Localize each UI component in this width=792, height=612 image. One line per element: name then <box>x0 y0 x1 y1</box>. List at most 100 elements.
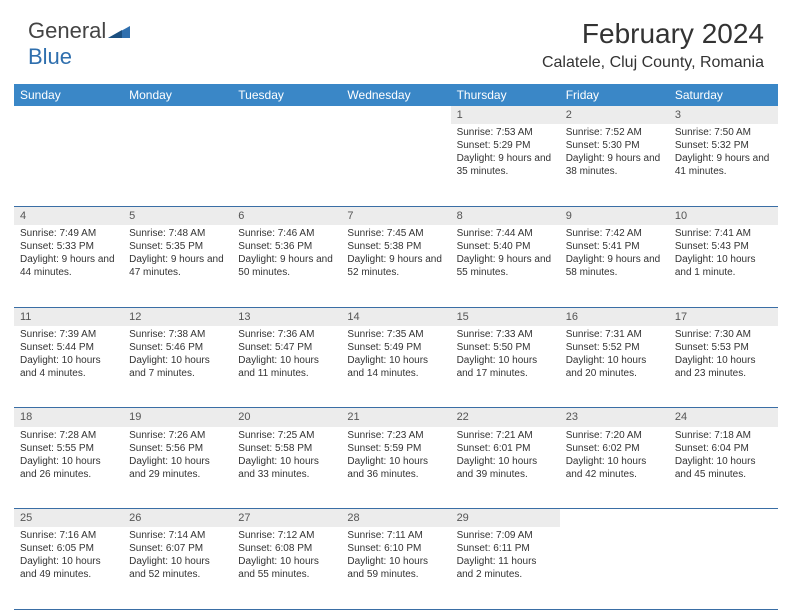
cell-content: Sunrise: 7:36 AMSunset: 5:47 PMDaylight:… <box>232 326 341 384</box>
day-cell: Sunrise: 7:49 AMSunset: 5:33 PMDaylight:… <box>14 225 123 307</box>
cell-line: Daylight: 10 hours and 55 minutes. <box>238 555 335 581</box>
cell-line: Daylight: 10 hours and 59 minutes. <box>347 555 444 581</box>
day-header: Thursday <box>451 84 560 106</box>
cell-line: Sunset: 5:33 PM <box>20 240 117 253</box>
day-cell: Sunrise: 7:23 AMSunset: 5:59 PMDaylight:… <box>341 427 450 509</box>
cell-line: Sunrise: 7:31 AM <box>566 328 663 341</box>
cell-line: Sunset: 5:55 PM <box>20 442 117 455</box>
cell-line: Sunset: 5:47 PM <box>238 341 335 354</box>
cell-line: Sunset: 6:05 PM <box>20 542 117 555</box>
day-cell: Sunrise: 7:53 AMSunset: 5:29 PMDaylight:… <box>451 124 560 206</box>
cell-line: Daylight: 10 hours and 36 minutes. <box>347 455 444 481</box>
day-number <box>341 106 450 124</box>
day-cell: Sunrise: 7:18 AMSunset: 6:04 PMDaylight:… <box>669 427 778 509</box>
cell-line: Daylight: 9 hours and 41 minutes. <box>675 152 772 178</box>
day-number: 26 <box>123 509 232 528</box>
cell-line: Sunset: 5:35 PM <box>129 240 226 253</box>
cell-line: Sunrise: 7:53 AM <box>457 126 554 139</box>
day-cell: Sunrise: 7:35 AMSunset: 5:49 PMDaylight:… <box>341 326 450 408</box>
day-number: 12 <box>123 307 232 326</box>
day-cell: Sunrise: 7:42 AMSunset: 5:41 PMDaylight:… <box>560 225 669 307</box>
cell-line: Sunrise: 7:28 AM <box>20 429 117 442</box>
day-cell: Sunrise: 7:41 AMSunset: 5:43 PMDaylight:… <box>669 225 778 307</box>
cell-line: Sunset: 6:08 PM <box>238 542 335 555</box>
cell-line: Sunset: 5:44 PM <box>20 341 117 354</box>
day-number: 19 <box>123 408 232 427</box>
cell-line: Sunset: 5:53 PM <box>675 341 772 354</box>
day-number: 23 <box>560 408 669 427</box>
cell-line: Sunset: 5:30 PM <box>566 139 663 152</box>
cell-line: Daylight: 10 hours and 7 minutes. <box>129 354 226 380</box>
day-cell: Sunrise: 7:20 AMSunset: 6:02 PMDaylight:… <box>560 427 669 509</box>
day-number-row: 11121314151617 <box>14 307 778 326</box>
day-number: 4 <box>14 206 123 225</box>
cell-content: Sunrise: 7:18 AMSunset: 6:04 PMDaylight:… <box>669 427 778 485</box>
cell-content: Sunrise: 7:49 AMSunset: 5:33 PMDaylight:… <box>14 225 123 283</box>
cell-line: Daylight: 10 hours and 26 minutes. <box>20 455 117 481</box>
cell-line: Sunset: 5:59 PM <box>347 442 444 455</box>
day-number-row: 2526272829 <box>14 509 778 528</box>
cell-line: Sunset: 6:11 PM <box>457 542 554 555</box>
cell-line: Sunset: 5:50 PM <box>457 341 554 354</box>
cell-content: Sunrise: 7:53 AMSunset: 5:29 PMDaylight:… <box>451 124 560 182</box>
logo-general: General <box>28 18 106 43</box>
cell-content: Sunrise: 7:52 AMSunset: 5:30 PMDaylight:… <box>560 124 669 182</box>
cell-line: Sunset: 5:58 PM <box>238 442 335 455</box>
cell-line: Sunset: 6:07 PM <box>129 542 226 555</box>
cell-content: Sunrise: 7:23 AMSunset: 5:59 PMDaylight:… <box>341 427 450 485</box>
day-number: 18 <box>14 408 123 427</box>
cell-content: Sunrise: 7:31 AMSunset: 5:52 PMDaylight:… <box>560 326 669 384</box>
day-cell <box>232 124 341 206</box>
day-header: Sunday <box>14 84 123 106</box>
logo-text: GeneralBlue <box>28 18 130 70</box>
cell-line: Sunrise: 7:09 AM <box>457 529 554 542</box>
cell-content: Sunrise: 7:48 AMSunset: 5:35 PMDaylight:… <box>123 225 232 283</box>
day-number-row: 18192021222324 <box>14 408 778 427</box>
cell-line: Sunrise: 7:36 AM <box>238 328 335 341</box>
day-cell <box>123 124 232 206</box>
cell-line: Sunrise: 7:46 AM <box>238 227 335 240</box>
day-content-row: Sunrise: 7:28 AMSunset: 5:55 PMDaylight:… <box>14 427 778 509</box>
day-number <box>669 509 778 528</box>
cell-line: Daylight: 10 hours and 14 minutes. <box>347 354 444 380</box>
cell-line: Sunrise: 7:41 AM <box>675 227 772 240</box>
day-number-row: 123 <box>14 106 778 124</box>
day-number: 15 <box>451 307 560 326</box>
cell-content: Sunrise: 7:38 AMSunset: 5:46 PMDaylight:… <box>123 326 232 384</box>
cell-line: Sunrise: 7:44 AM <box>457 227 554 240</box>
cell-line: Sunrise: 7:16 AM <box>20 529 117 542</box>
cell-line: Sunset: 6:10 PM <box>347 542 444 555</box>
day-cell: Sunrise: 7:21 AMSunset: 6:01 PMDaylight:… <box>451 427 560 509</box>
cell-line: Daylight: 10 hours and 39 minutes. <box>457 455 554 481</box>
cell-line: Sunset: 5:41 PM <box>566 240 663 253</box>
cell-line: Sunset: 5:40 PM <box>457 240 554 253</box>
day-cell: Sunrise: 7:30 AMSunset: 5:53 PMDaylight:… <box>669 326 778 408</box>
day-number-row: 45678910 <box>14 206 778 225</box>
day-cell: Sunrise: 7:26 AMSunset: 5:56 PMDaylight:… <box>123 427 232 509</box>
day-number: 24 <box>669 408 778 427</box>
day-header: Wednesday <box>341 84 450 106</box>
cell-content: Sunrise: 7:11 AMSunset: 6:10 PMDaylight:… <box>341 527 450 585</box>
cell-content: Sunrise: 7:35 AMSunset: 5:49 PMDaylight:… <box>341 326 450 384</box>
day-cell: Sunrise: 7:25 AMSunset: 5:58 PMDaylight:… <box>232 427 341 509</box>
cell-line: Sunrise: 7:14 AM <box>129 529 226 542</box>
cell-content: Sunrise: 7:25 AMSunset: 5:58 PMDaylight:… <box>232 427 341 485</box>
cell-line: Sunrise: 7:52 AM <box>566 126 663 139</box>
day-cell: Sunrise: 7:52 AMSunset: 5:30 PMDaylight:… <box>560 124 669 206</box>
day-cell: Sunrise: 7:31 AMSunset: 5:52 PMDaylight:… <box>560 326 669 408</box>
cell-line: Daylight: 10 hours and 29 minutes. <box>129 455 226 481</box>
cell-line: Daylight: 9 hours and 35 minutes. <box>457 152 554 178</box>
cell-line: Sunrise: 7:11 AM <box>347 529 444 542</box>
cell-content: Sunrise: 7:42 AMSunset: 5:41 PMDaylight:… <box>560 225 669 283</box>
cell-line: Sunset: 5:49 PM <box>347 341 444 354</box>
cell-line: Daylight: 9 hours and 50 minutes. <box>238 253 335 279</box>
day-number: 9 <box>560 206 669 225</box>
cell-line: Sunset: 5:32 PM <box>675 139 772 152</box>
logo-triangle-icon <box>108 18 130 44</box>
cell-line: Sunset: 6:01 PM <box>457 442 554 455</box>
day-cell: Sunrise: 7:39 AMSunset: 5:44 PMDaylight:… <box>14 326 123 408</box>
cell-line: Sunset: 6:04 PM <box>675 442 772 455</box>
cell-line: Sunrise: 7:42 AM <box>566 227 663 240</box>
cell-line: Daylight: 9 hours and 38 minutes. <box>566 152 663 178</box>
logo: GeneralBlue <box>28 18 130 70</box>
